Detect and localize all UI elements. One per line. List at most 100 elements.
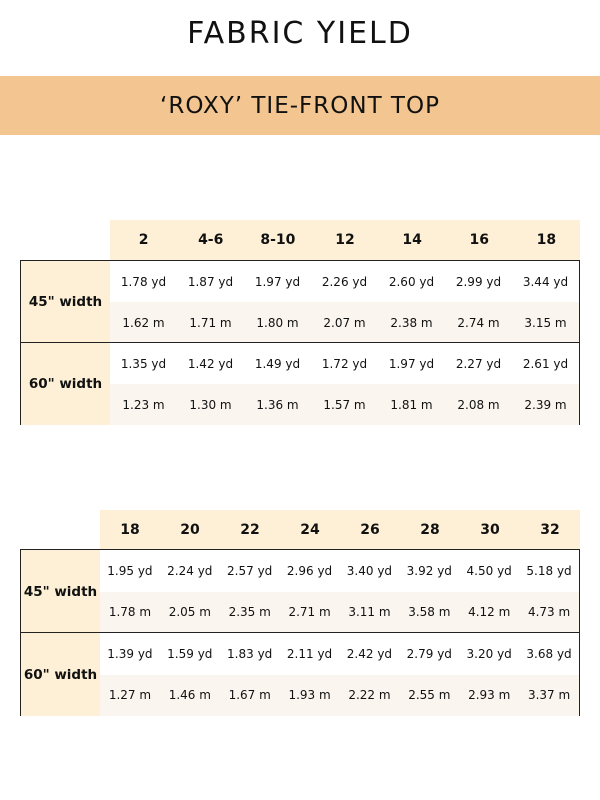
table-body: 45" width 1.78 yd 1.87 yd 1.97 yd 2.26 yd 2.6… [20, 260, 580, 425]
yield-table-sizes-2-18: 2 4-6 8-10 12 14 16 18 45" width 1.78 yd 1.87 yd 1… [20, 220, 580, 425]
meterage-cell: 2.74 m [457, 315, 500, 330]
yardage-cell: 1.42 yd [187, 356, 234, 371]
meterage-cell: 3.11 m [348, 605, 391, 620]
meterage-cell: 2.05 m [168, 605, 211, 620]
meterage-cell: 1.81 m [390, 397, 433, 412]
meterage-cell: 2.71 m [288, 605, 331, 620]
yardage-cell: 1.97 yd [254, 274, 301, 289]
size-header-row: 18 20 22 24 26 28 30 32 [100, 510, 580, 549]
yield-rows: 1.95 yd 2.24 yd 2.57 yd 2.96 yd 3.40 yd 3.92 … [100, 550, 579, 633]
meterage-cell: 1.67 m [228, 688, 271, 703]
yards-row: 1.78 yd 1.87 yd 1.97 yd 2.26 yd 2.60 yd 2.99 … [110, 261, 579, 302]
fabric-width-label: 60" width [21, 343, 110, 425]
meterage-cell: 3.15 m [524, 315, 567, 330]
yardage-cell: 2.99 yd [455, 274, 502, 289]
meters-row: 1.23 m 1.30 m 1.36 m 1.57 m 1.81 m 2.08 m 2.39… [110, 384, 579, 425]
yardage-cell: 3.92 yd [406, 563, 452, 578]
size-header: 30 [480, 521, 500, 538]
size-header: 24 [300, 521, 320, 538]
meterage-cell: 3.58 m [408, 605, 451, 620]
yardage-cell: 1.49 yd [254, 356, 301, 371]
yardage-cell: 3.20 yd [466, 646, 512, 661]
yardage-cell: 2.61 yd [522, 356, 569, 371]
yardage-cell: 1.87 yd [187, 274, 234, 289]
yield-rows: 1.78 yd 1.87 yd 1.97 yd 2.26 yd 2.60 yd 2.99 … [110, 261, 579, 343]
yardage-cell: 2.26 yd [321, 274, 368, 289]
yield-rows: 1.39 yd 1.59 yd 1.83 yd 2.11 yd 2.42 yd 2.79 … [100, 633, 579, 716]
meterage-cell: 1.93 m [288, 688, 331, 703]
yardage-cell: 2.42 yd [346, 646, 393, 661]
yield-table-sizes-18-32: 18 20 22 24 26 28 30 32 45" width 1.95 yd 2.24 yd 2… [20, 510, 580, 716]
size-header: 18 [536, 232, 557, 248]
meterage-cell: 2.39 m [524, 397, 567, 412]
size-header: 32 [540, 521, 560, 538]
yardage-cell: 2.57 yd [227, 563, 273, 578]
yardage-cell: 1.95 yd [107, 563, 153, 578]
yardage-cell: 1.78 yd [120, 274, 167, 289]
yield-rows: 1.35 yd 1.42 yd 1.49 yd 1.72 yd 1.97 yd 2.27 … [110, 343, 579, 425]
yardage-cell: 3.68 yd [526, 646, 572, 661]
meterage-cell: 2.35 m [228, 605, 271, 620]
pattern-name: ‘ROXY’ TIE-FRONT TOP [160, 92, 440, 119]
size-header: 2 [138, 232, 149, 248]
fabric-width-group: 60" width 1.39 yd 1.59 yd 1.83 yd 2.11 yd 2.4… [21, 632, 579, 716]
yardage-cell: 3.44 yd [522, 274, 569, 289]
meterage-cell: 1.27 m [108, 688, 152, 703]
meterage-cell: 4.73 m [527, 605, 571, 620]
meterage-cell: 1.78 m [108, 605, 152, 620]
meterage-cell: 1.71 m [189, 315, 232, 330]
yardage-cell: 2.11 yd [286, 646, 333, 661]
meterage-cell: 2.22 m [348, 688, 391, 703]
size-header: 18 [120, 521, 140, 538]
meterage-cell: 3.37 m [527, 688, 571, 703]
meterage-cell: 2.55 m [408, 688, 451, 703]
meters-row: 1.78 m 2.05 m 2.35 m 2.71 m 3.11 m 3.58 m 4.12… [100, 591, 579, 633]
yardage-cell: 4.50 yd [466, 563, 512, 578]
fabric-width-group: 60" width 1.35 yd 1.42 yd 1.49 yd 1.72 yd 1.9… [21, 342, 579, 425]
yardage-cell: 2.27 yd [455, 356, 502, 371]
size-header: 14 [402, 232, 422, 248]
yardage-cell: 2.79 yd [406, 646, 452, 661]
size-header: 4-6 [198, 232, 224, 248]
yardage-cell: 3.40 yd [346, 563, 393, 578]
meterage-cell: 2.07 m [323, 315, 366, 330]
yardage-cell: 1.97 yd [388, 356, 435, 371]
fabric-width-group: 45" width 1.78 yd 1.87 yd 1.97 yd 2.26 yd 2.6… [21, 261, 579, 343]
yardage-cell: 2.96 yd [286, 563, 333, 578]
size-header: 16 [469, 232, 490, 248]
yards-row: 1.35 yd 1.42 yd 1.49 yd 1.72 yd 1.97 yd 2.27 … [110, 343, 579, 384]
fabric-width-group: 45" width 1.95 yd 2.24 yd 2.57 yd 2.96 yd 3.4… [21, 550, 579, 633]
fabric-width-label: 60" width [21, 633, 100, 716]
table-body: 45" width 1.95 yd 2.24 yd 2.57 yd 2.96 yd 3.4… [20, 549, 580, 716]
meterage-cell: 1.23 m [122, 397, 165, 412]
meters-row: 1.27 m 1.46 m 1.67 m 1.93 m 2.22 m 2.55 m 2.93… [100, 674, 579, 716]
meterage-cell: 4.12 m [468, 605, 511, 620]
yardage-cell: 5.18 yd [526, 563, 572, 578]
yards-row: 1.39 yd 1.59 yd 1.83 yd 2.11 yd 2.42 yd 2.79 … [100, 633, 579, 675]
meterage-cell: 2.93 m [468, 688, 511, 703]
size-header: 20 [180, 521, 200, 538]
meterage-cell: 1.36 m [256, 397, 299, 412]
fabric-width-label: 45" width [21, 261, 110, 343]
meters-row: 1.62 m 1.71 m 1.80 m 2.07 m 2.38 m 2.74 m 3.15… [110, 302, 579, 343]
size-header: 22 [240, 521, 260, 538]
yardage-cell: 2.24 yd [167, 563, 213, 578]
pattern-banner: ‘ROXY’ TIE-FRONT TOP [0, 76, 600, 135]
meterage-cell: 1.62 m [122, 315, 165, 330]
size-header: 28 [420, 521, 440, 538]
meterage-cell: 1.30 m [189, 397, 232, 412]
yardage-cell: 2.60 yd [388, 274, 435, 289]
size-header: 8-10 [260, 232, 296, 248]
meterage-cell: 1.57 m [323, 397, 366, 412]
yards-row: 1.95 yd 2.24 yd 2.57 yd 2.96 yd 3.40 yd 3.92 … [100, 550, 579, 592]
yardage-cell: 1.35 yd [120, 356, 167, 371]
yardage-cell: 1.39 yd [107, 646, 153, 661]
page-title: FABRIC YIELD [187, 16, 413, 51]
yardage-cell: 1.59 yd [167, 646, 213, 661]
meterage-cell: 1.46 m [168, 688, 211, 703]
size-header: 26 [360, 521, 380, 538]
fabric-width-label: 45" width [21, 550, 100, 633]
meterage-cell: 1.80 m [256, 315, 299, 330]
size-header: 12 [335, 232, 355, 248]
meterage-cell: 2.38 m [390, 315, 433, 330]
